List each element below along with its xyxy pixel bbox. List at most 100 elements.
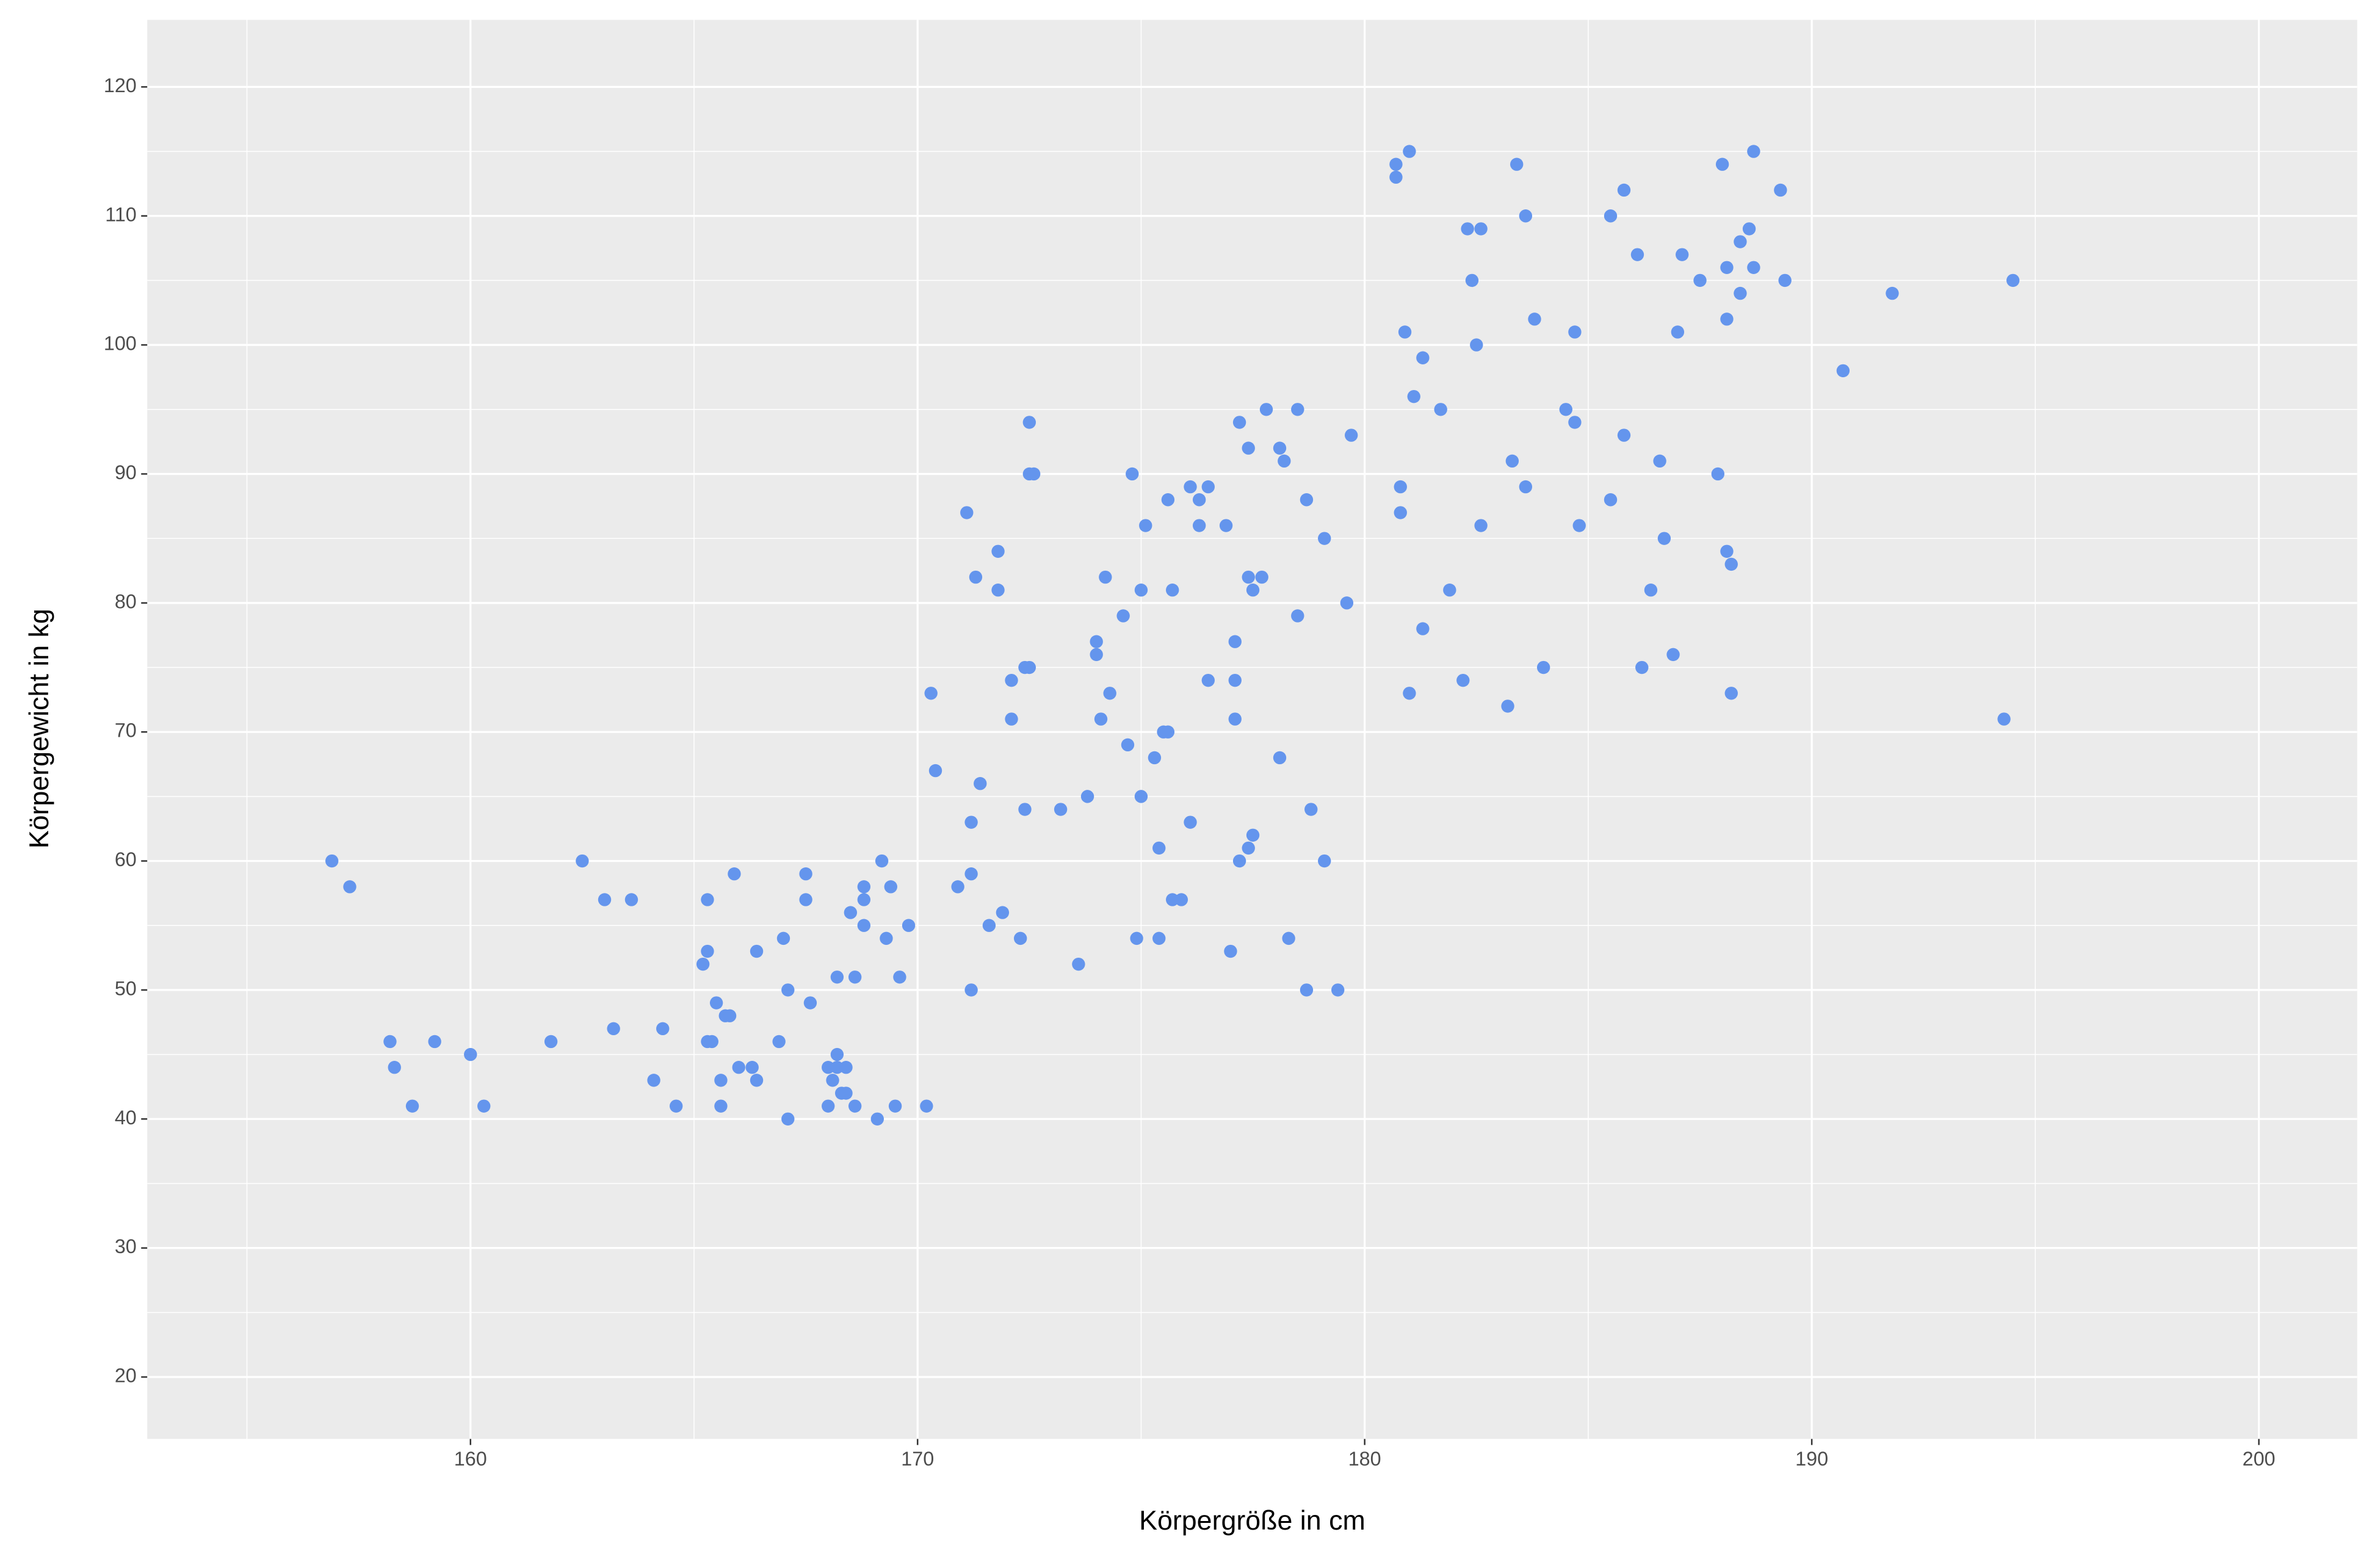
point: [1300, 493, 1314, 507]
point: [1774, 183, 1787, 197]
point: [1242, 841, 1255, 855]
point: [325, 854, 339, 868]
y-tick-label: 120: [104, 74, 137, 96]
point: [745, 1061, 759, 1074]
point: [1724, 687, 1738, 700]
point: [598, 893, 612, 906]
point: [1090, 635, 1103, 648]
x-tick-label: 160: [454, 1448, 487, 1470]
point: [996, 906, 1010, 919]
point: [1653, 454, 1666, 468]
point: [1657, 532, 1671, 545]
point: [669, 1099, 683, 1113]
point: [848, 1099, 862, 1113]
point: [1166, 893, 1179, 906]
point: [1054, 803, 1068, 816]
point: [1443, 584, 1456, 597]
panel-background: [147, 20, 2357, 1439]
point: [839, 1061, 853, 1074]
point: [1232, 416, 1246, 429]
point: [799, 867, 812, 881]
point: [1465, 273, 1479, 287]
point: [826, 1074, 839, 1087]
point: [1434, 403, 1447, 416]
point: [1519, 209, 1533, 223]
point: [607, 1022, 620, 1036]
point: [1389, 157, 1403, 171]
point: [893, 970, 906, 984]
point: [1666, 648, 1680, 662]
x-tick-label: 170: [901, 1448, 934, 1470]
point: [1778, 273, 1792, 287]
point: [1116, 609, 1130, 623]
y-tick-label: 100: [104, 333, 137, 355]
point: [1139, 519, 1152, 532]
point: [1519, 480, 1533, 494]
point: [1389, 170, 1403, 184]
point: [383, 1035, 397, 1049]
y-tick-label: 40: [115, 1107, 137, 1129]
point: [1474, 519, 1488, 532]
point: [1126, 467, 1139, 481]
point: [732, 1061, 745, 1074]
point: [1099, 570, 1112, 584]
x-tick-label: 190: [1795, 1448, 1828, 1470]
point: [544, 1035, 558, 1049]
point: [884, 880, 897, 894]
point: [1720, 261, 1734, 274]
point: [1300, 983, 1314, 997]
point: [822, 1099, 835, 1113]
y-tick-label: 60: [115, 848, 137, 870]
point: [991, 584, 1005, 597]
point: [1344, 428, 1358, 442]
point: [1242, 570, 1255, 584]
point: [844, 906, 858, 919]
point: [1724, 557, 1738, 571]
grid: [147, 20, 2357, 1439]
point: [964, 867, 978, 881]
point: [723, 1009, 737, 1022]
point: [1572, 519, 1586, 532]
point: [1273, 751, 1287, 765]
point: [714, 1074, 728, 1087]
point: [951, 880, 964, 894]
point: [1304, 803, 1318, 816]
point: [2006, 273, 2020, 287]
point: [477, 1099, 491, 1113]
point: [1273, 441, 1287, 455]
point: [1174, 893, 1188, 906]
point: [870, 1112, 884, 1126]
points: [325, 145, 2020, 1126]
point: [1711, 467, 1724, 481]
point: [1228, 635, 1242, 648]
point: [1152, 931, 1166, 945]
point: [1416, 351, 1430, 364]
point: [1219, 519, 1233, 532]
point: [781, 983, 795, 997]
point: [964, 983, 978, 997]
point: [857, 893, 871, 906]
point: [969, 570, 983, 584]
point: [1228, 712, 1242, 726]
point: [830, 970, 844, 984]
point: [1720, 313, 1734, 326]
point: [1720, 544, 1734, 558]
point: [1568, 416, 1582, 429]
point: [1072, 957, 1085, 971]
point: [405, 1099, 419, 1113]
point: [1416, 622, 1430, 635]
point: [772, 1035, 786, 1049]
point: [1134, 790, 1148, 803]
point: [1715, 157, 1729, 171]
point: [1617, 183, 1631, 197]
point: [701, 944, 714, 958]
point: [1255, 570, 1268, 584]
point: [1331, 983, 1345, 997]
point: [1201, 480, 1215, 494]
point: [1461, 222, 1474, 236]
point: [656, 1022, 670, 1036]
point: [624, 893, 638, 906]
point: [830, 1047, 844, 1061]
point: [1635, 660, 1649, 674]
